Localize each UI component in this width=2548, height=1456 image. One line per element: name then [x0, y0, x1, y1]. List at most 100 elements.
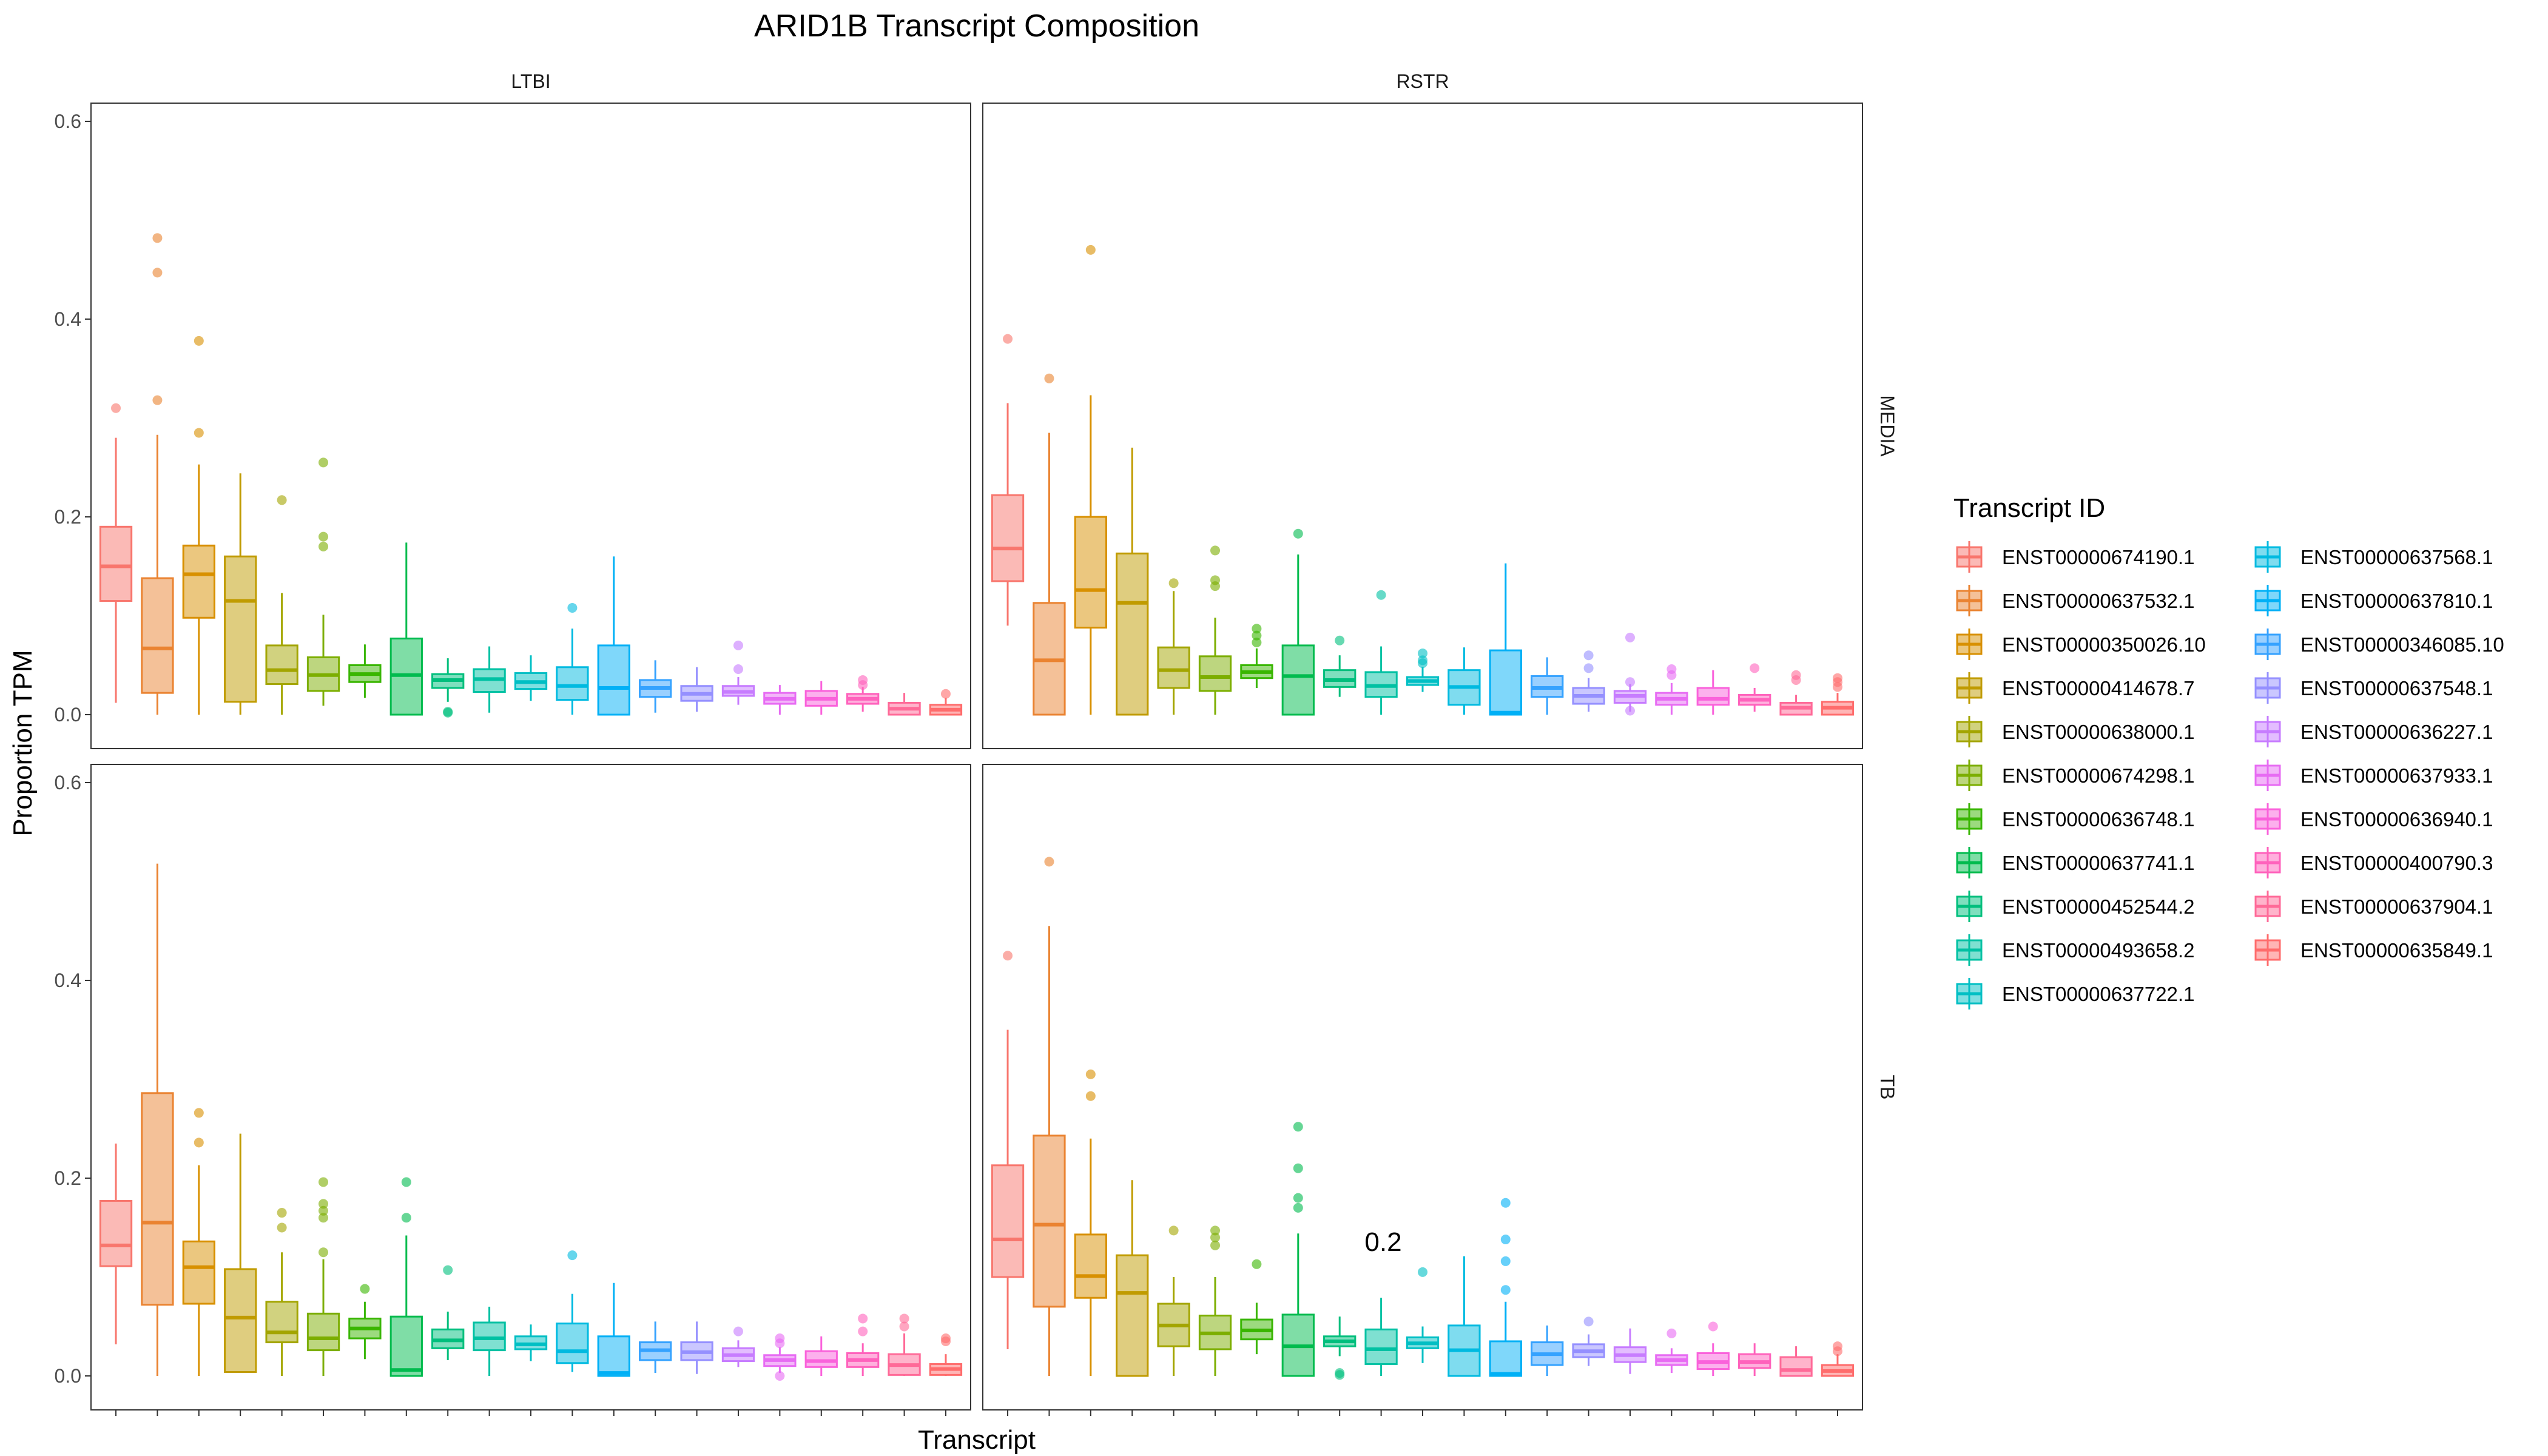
box-media-ltbi-17 [763, 685, 797, 715]
legend-label: ENST00000637810.1 [2300, 590, 2493, 612]
box-tb-ltbi-6 [306, 1177, 340, 1376]
outlier-point [1085, 244, 1096, 255]
legend-label: ENST00000636940.1 [2300, 808, 2493, 831]
box-media-rstr-10 [1364, 590, 1398, 715]
outlier-point [1832, 673, 1842, 683]
box-iqr [991, 494, 1025, 582]
outlier-point [940, 1333, 951, 1344]
box-tb-ltbi-20 [888, 1313, 921, 1376]
box-media-rstr-16 [1613, 632, 1647, 716]
outlier-point [1625, 706, 1635, 716]
outlier-point [318, 457, 329, 468]
legend-items: ENST00000674190.1 ENST00000637532.1 ENST00… [1956, 541, 2504, 1009]
outlier-point [1293, 1202, 1303, 1213]
outlier-point [1583, 1316, 1594, 1327]
box-media-rstr-17 [1655, 664, 1688, 715]
legend-label: ENST00000637532.1 [2002, 590, 2194, 612]
box-tb-rstr-16 [1613, 1328, 1647, 1374]
panel-border [90, 103, 971, 749]
box-iqr [473, 1321, 506, 1352]
outlier-point [1168, 1225, 1179, 1236]
panel-border [982, 103, 1863, 749]
box-iqr [1116, 552, 1149, 716]
legend-label: ENST00000414678.7 [2002, 677, 2194, 699]
box-iqr [1074, 516, 1107, 629]
outlier-point [1418, 1267, 1427, 1277]
box-tb-ltbi-11 [514, 1324, 548, 1361]
legend-label: ENST00000638000.1 [2002, 721, 2194, 743]
legend-label: ENST00000636748.1 [2002, 808, 2194, 831]
legend-label: ENST00000637933.1 [2300, 764, 2493, 787]
box-media-ltbi-11 [514, 655, 548, 701]
outlier-point [858, 1313, 868, 1324]
legend-item: ENST00000493658.2 [1956, 934, 2194, 966]
outlier-point [733, 664, 743, 675]
box-media-ltbi-7 [348, 644, 382, 698]
y-tick-label: 0.6 [55, 110, 81, 132]
y-tick-label: 0.4 [55, 308, 81, 330]
outlier-point [194, 1138, 204, 1148]
box-tb-ltbi-8 [389, 1177, 423, 1377]
box-iqr [1696, 687, 1730, 706]
box-iqr [182, 544, 215, 619]
box-tb-ltbi-12 [556, 1250, 589, 1372]
outlier-point [1293, 1163, 1303, 1173]
box-media-ltbi-6 [306, 457, 340, 706]
legend-label: ENST00000674190.1 [2002, 546, 2194, 568]
outlier-point [318, 1247, 329, 1258]
box-tb-rstr-11 [1406, 1267, 1440, 1363]
box-tb-ltbi-16 [721, 1326, 755, 1367]
box-tb-rstr-21 [1821, 1341, 1855, 1377]
box-media-ltbi-8 [389, 542, 423, 716]
box-iqr [1281, 644, 1315, 716]
outlier-point [567, 602, 578, 613]
box-iqr [182, 1240, 215, 1305]
outlier-point [194, 428, 204, 438]
legend-item: ENST00000638000.1 [1956, 716, 2194, 747]
box-iqr [141, 577, 174, 694]
box-media-ltbi-10 [473, 646, 506, 713]
box-tb-ltbi-21 [929, 1333, 963, 1376]
box-iqr [141, 1092, 174, 1306]
box-iqr [1074, 1233, 1107, 1299]
box-tb-ltbi-17 [763, 1333, 797, 1381]
outlier-point [567, 1250, 578, 1261]
y-tick-label: 0.2 [55, 1167, 81, 1189]
box-iqr [1116, 1254, 1149, 1377]
outlier-point [899, 1321, 909, 1332]
outlier-point [277, 495, 287, 505]
outlier-point [1625, 632, 1635, 642]
legend-label: ENST00000493658.2 [2002, 939, 2194, 962]
box-media-ltbi-14 [639, 660, 672, 713]
legend-item: ENST00000636940.1 [2254, 803, 2493, 835]
box-iqr [1198, 655, 1232, 692]
box-media-ltbi-2 [141, 233, 174, 715]
panel-media-ltbi: 0.0 0.2 0.4 0.6 [55, 103, 971, 749]
outlier-point [152, 233, 163, 243]
y-tick-label: 0.4 [55, 969, 81, 991]
outlier-point [1500, 1235, 1511, 1245]
box-tb-ltbi-5 [265, 1208, 298, 1376]
box-media-rstr-7 [1240, 624, 1273, 688]
y-tick-label: 0.2 [55, 506, 81, 528]
box-media-ltbi-16 [721, 640, 755, 705]
outlier-point [1210, 545, 1221, 556]
box-tb-rstr-15 [1572, 1316, 1605, 1366]
outlier-point [1500, 1256, 1511, 1266]
outlier-point [401, 1213, 411, 1223]
box-iqr [597, 644, 630, 716]
box-iqr [224, 1268, 257, 1373]
box-media-rstr-21 [1821, 673, 1855, 716]
box-tb-ltbi-4 [224, 1133, 257, 1373]
y-tick-label: 0.6 [55, 772, 81, 794]
outlier-point [1418, 648, 1427, 658]
outlier-point [318, 1177, 329, 1187]
strip-row-tb: TB [1876, 1075, 1898, 1100]
box-tb-ltbi-15 [680, 1321, 713, 1374]
legend-label: ENST00000636227.1 [2300, 721, 2493, 743]
outlier-point [1085, 1069, 1096, 1079]
box-iqr [1489, 1340, 1522, 1377]
outlier-point [1210, 1240, 1221, 1250]
box-media-rstr-14 [1531, 657, 1564, 715]
